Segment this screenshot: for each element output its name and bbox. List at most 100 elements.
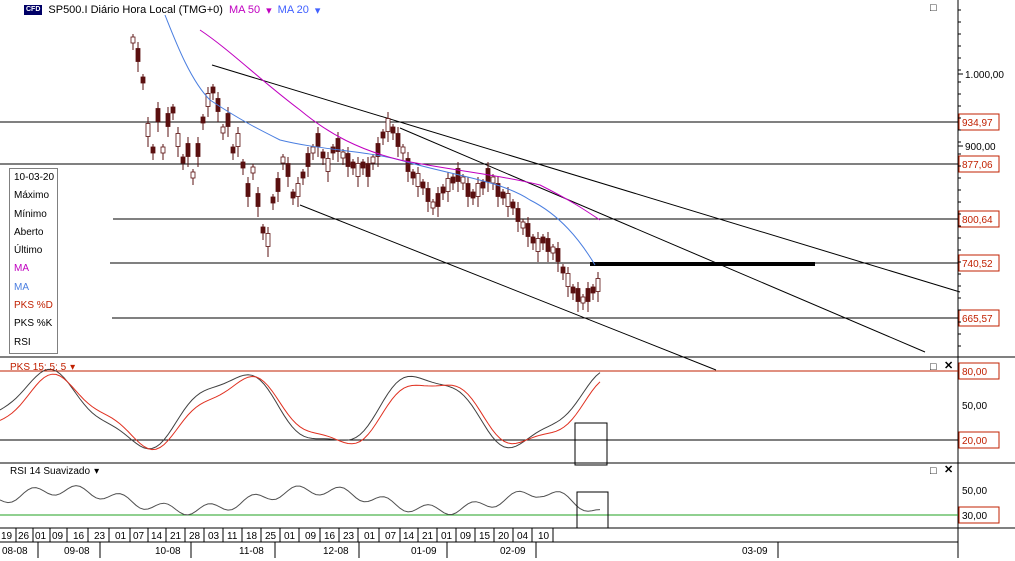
date-day-label: 28	[189, 531, 201, 542]
date-day-label: 25	[265, 531, 277, 542]
candle-body	[395, 133, 401, 147]
candle-body	[405, 158, 411, 172]
rsi-label-text: RSI 14 Suavizado	[10, 466, 91, 477]
candle-body	[180, 156, 186, 164]
candle-body	[540, 236, 546, 244]
candle-body	[135, 48, 141, 62]
candle-body	[250, 166, 256, 174]
cfd-badge: CFD	[24, 5, 43, 15]
candle-body	[160, 146, 166, 154]
price-level-label: 877,06	[962, 160, 993, 171]
candle-body	[480, 181, 486, 189]
price-level-box	[958, 155, 1000, 173]
date-day-label: 07	[385, 531, 397, 542]
candle-body	[590, 286, 596, 294]
candle-body	[165, 113, 171, 127]
price-level-box	[958, 309, 1000, 327]
pks-tick-box	[958, 362, 1000, 380]
candle-body	[175, 133, 181, 147]
ma20-line	[164, 14, 596, 266]
maximize-icon[interactable]: □	[930, 465, 937, 477]
dropdown-arrow-icon[interactable]: ▾	[94, 466, 100, 477]
candle-body	[375, 143, 381, 157]
date-day-label: 23	[343, 531, 355, 542]
date-day-label: 21	[422, 531, 434, 542]
candle-body	[130, 36, 136, 44]
date-day-label: 09	[305, 531, 317, 542]
candle-body	[565, 273, 571, 287]
symbol-title[interactable]: SP500.I Diário Hora Local (TMG+0)	[48, 4, 223, 16]
info-rsi: RSI	[14, 336, 31, 348]
candle-body	[295, 183, 301, 197]
candle-body	[140, 76, 146, 84]
date-day-label: 16	[73, 531, 85, 542]
date-month-label: 03-09	[742, 546, 768, 557]
candle-body	[310, 146, 316, 154]
dropdown-arrow-icon[interactable]: ▾	[266, 4, 272, 17]
date-day-label: 01	[35, 531, 47, 542]
date-day-label: 01	[115, 531, 127, 542]
candle-body	[400, 146, 406, 154]
date-day-label: 14	[151, 531, 163, 542]
info-ma50: MA	[14, 263, 29, 275]
data-window: 10-03-20 Máximo Mínimo Aberto Último MA …	[9, 168, 58, 354]
info-date: 10-03-20	[14, 172, 55, 183]
candle-body	[520, 221, 526, 229]
candle-body	[410, 171, 416, 179]
candle-body	[330, 146, 336, 154]
candle-body	[450, 176, 456, 184]
candle-body	[460, 176, 466, 184]
candle-body	[145, 123, 151, 137]
price-level-label: 934,97	[962, 118, 993, 129]
trendline	[211, 64, 961, 293]
candle-body	[535, 238, 541, 252]
candle-body	[210, 86, 216, 94]
candle-body	[185, 143, 191, 157]
candle-body	[350, 161, 356, 169]
dropdown-arrow-icon[interactable]: ▾	[70, 362, 76, 373]
candle-body	[190, 171, 196, 179]
date-day-label: 26	[18, 531, 30, 542]
candle-body	[430, 201, 436, 209]
price-level-label: 665,57	[962, 314, 993, 325]
date-day-label: 09	[52, 531, 64, 542]
pks-label[interactable]: PKS 15; 5; 5 ▾	[10, 362, 75, 373]
rsi-tick-label: 30,00	[962, 511, 987, 522]
ma20-label[interactable]: MA 20	[277, 4, 309, 16]
info-pks-d: PKS %D	[14, 300, 53, 312]
candle-body	[440, 186, 446, 194]
dropdown-arrow-icon[interactable]: ▾	[314, 4, 321, 17]
candle-body	[500, 191, 506, 199]
candle-body	[415, 173, 421, 187]
maximize-icon[interactable]: □	[930, 361, 937, 373]
ma50-label[interactable]: MA 50	[228, 4, 261, 16]
candle-body	[315, 133, 321, 147]
candle-body	[305, 153, 311, 167]
pks-tick-label: 50,00	[962, 401, 987, 412]
info-open: Aberto	[14, 226, 44, 238]
date-day-label: 07	[133, 531, 145, 542]
candle-body	[465, 183, 471, 197]
info-last: Último	[14, 245, 43, 257]
date-day-label: 01	[364, 531, 376, 542]
info-max: Máximo	[14, 190, 50, 202]
info-ma20: MA	[14, 281, 29, 293]
candle-body	[170, 106, 176, 114]
candle-body	[200, 116, 206, 124]
date-day-label: 15	[479, 531, 491, 542]
rsi-label[interactable]: RSI 14 Suavizado ▾	[10, 466, 99, 477]
close-icon[interactable]: ✕	[944, 464, 954, 476]
candle-body	[275, 178, 281, 192]
candle-body	[490, 176, 496, 184]
candle-body	[155, 108, 161, 122]
pks-tick-label: 80,00	[962, 367, 987, 378]
close-icon[interactable]: ✕	[944, 360, 954, 372]
candle-body	[525, 223, 531, 237]
date-day-label: 03	[208, 531, 220, 542]
candle-body	[285, 163, 291, 177]
candle-body	[255, 193, 261, 207]
pks-d-line	[0, 373, 601, 451]
pks-label-text: PKS 15; 5; 5	[10, 362, 67, 373]
maximize-icon[interactable]: □	[930, 2, 937, 14]
